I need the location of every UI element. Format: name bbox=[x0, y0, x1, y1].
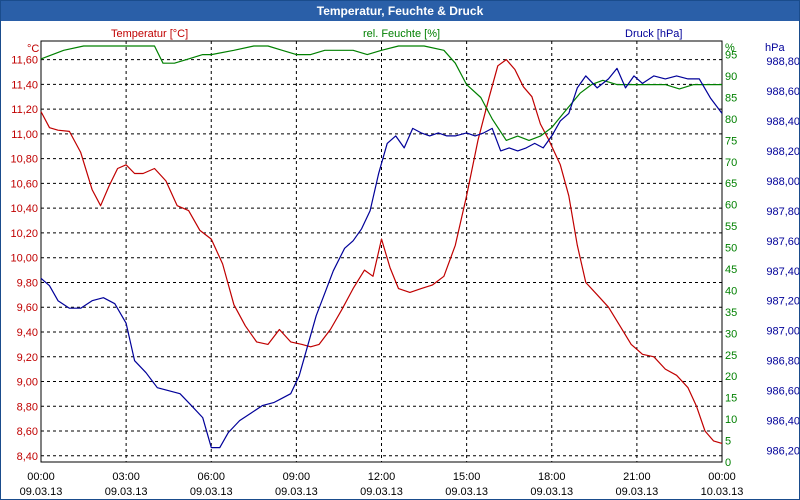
humidity-tick-label: 70 bbox=[725, 157, 737, 169]
temperature-tick-label: 11,20 bbox=[11, 104, 38, 116]
pressure-series-line bbox=[40, 67, 723, 449]
humidity-tick-label: 80 bbox=[725, 114, 737, 126]
humidity-tick-label: 85 bbox=[725, 92, 737, 104]
pressure-tick-label: 987,80 bbox=[766, 206, 799, 218]
humidity-tick-label: 35 bbox=[725, 307, 737, 319]
x-tick-date-label: 09.03.13 bbox=[190, 486, 233, 498]
pressure-tick-label: 988,40 bbox=[766, 116, 799, 128]
x-tick-date-label: 09.03.13 bbox=[105, 486, 148, 498]
pressure-tick-label: 988,20 bbox=[766, 146, 799, 158]
humidity-tick-label: 65 bbox=[725, 178, 737, 190]
temperature-tick-label: 10,40 bbox=[10, 203, 38, 215]
temperature-tick-label: 9,40 bbox=[17, 327, 38, 339]
temperature-tick-label: 9,20 bbox=[17, 352, 38, 364]
temperature-tick-label: 10,00 bbox=[10, 253, 38, 265]
temperature-tick-label: 8,80 bbox=[17, 401, 38, 413]
humidity-tick-label: 40 bbox=[725, 285, 737, 297]
x-tick-time-label: 03:00 bbox=[112, 471, 140, 483]
pressure-tick-label: 988,80 bbox=[766, 56, 799, 68]
pressure-tick-label: 987,60 bbox=[766, 236, 799, 248]
pressure-axis-title: Druck [hPa] bbox=[625, 28, 682, 40]
temperature-tick-label: 9,00 bbox=[17, 377, 38, 389]
temperature-tick-label: 9,60 bbox=[17, 302, 38, 314]
x-tick-time-label: 15:00 bbox=[453, 471, 481, 483]
x-tick-date-label: 09.03.13 bbox=[445, 486, 488, 498]
pressure-tick-label: 986,80 bbox=[766, 356, 799, 368]
humidity-tick-label: 60 bbox=[725, 200, 737, 212]
humidity-tick-label: 30 bbox=[725, 328, 737, 340]
x-tick-time-label: 21:00 bbox=[623, 471, 651, 483]
x-tick-date-label: 09.03.13 bbox=[275, 486, 318, 498]
window-title-bar: Temperatur, Feuchte & Druck bbox=[1, 1, 799, 21]
humidity-tick-label: 0 bbox=[725, 457, 731, 469]
humidity-axis-title: rel. Feuchte [%] bbox=[363, 28, 440, 40]
temperature-tick-label: 11,60 bbox=[11, 55, 38, 67]
x-tick-time-label: 09:00 bbox=[283, 471, 311, 483]
humidity-tick-label: 55 bbox=[725, 221, 737, 233]
x-tick-date-label: 10.03.13 bbox=[701, 486, 744, 498]
humidity-tick-label: 15 bbox=[725, 393, 737, 405]
x-tick-date-label: 09.03.13 bbox=[20, 486, 63, 498]
x-tick-time-label: 18:00 bbox=[538, 471, 566, 483]
x-tick-time-label: 00:00 bbox=[708, 471, 736, 483]
pressure-unit-label: hPa bbox=[765, 42, 785, 54]
temperature-tick-label: 10,80 bbox=[10, 154, 38, 166]
temperature-tick-label: 11,40 bbox=[11, 79, 38, 91]
humidity-tick-label: 20 bbox=[725, 371, 737, 383]
x-tick-date-label: 09.03.13 bbox=[530, 486, 573, 498]
pressure-tick-label: 988,00 bbox=[766, 176, 799, 188]
humidity-unit-label: % bbox=[725, 42, 735, 54]
temperature-series-line bbox=[40, 59, 723, 444]
x-tick-time-label: 06:00 bbox=[197, 471, 225, 483]
humidity-tick-label: 10 bbox=[725, 414, 737, 426]
temperature-tick-label: 10,60 bbox=[10, 178, 38, 190]
temperature-tick-label: 9,80 bbox=[17, 277, 38, 289]
x-tick-date-label: 09.03.13 bbox=[615, 486, 658, 498]
plot-frame bbox=[40, 40, 723, 463]
temperature-tick-label: 10,20 bbox=[10, 228, 38, 240]
humidity-tick-label: 5 bbox=[725, 436, 731, 448]
temperature-tick-label: 8,40 bbox=[17, 451, 38, 463]
pressure-tick-label: 986,60 bbox=[766, 386, 799, 398]
pressure-tick-label: 987,20 bbox=[766, 296, 799, 308]
pressure-tick-label: 987,00 bbox=[766, 326, 799, 338]
humidity-series-line bbox=[40, 45, 722, 141]
humidity-tick-label: 75 bbox=[725, 135, 737, 147]
pressure-tick-label: 986,40 bbox=[766, 416, 799, 428]
humidity-tick-label: 25 bbox=[725, 350, 737, 362]
temperature-axis-title: Temperatur [°C] bbox=[111, 28, 188, 40]
pressure-tick-label: 986,20 bbox=[766, 446, 799, 458]
humidity-tick-label: 95 bbox=[725, 50, 737, 62]
x-tick-date-label: 09.03.13 bbox=[360, 486, 403, 498]
temperature-unit-label: °C bbox=[27, 43, 39, 55]
x-tick-time-label: 00:00 bbox=[27, 471, 55, 483]
x-tick-time-label: 12:00 bbox=[368, 471, 396, 483]
window-title: Temperatur, Feuchte & Druck bbox=[316, 4, 484, 18]
humidity-tick-label: 45 bbox=[725, 264, 737, 276]
pressure-tick-label: 988,60 bbox=[766, 86, 799, 98]
humidity-tick-label: 90 bbox=[725, 71, 737, 83]
pressure-tick-label: 987,40 bbox=[766, 266, 799, 278]
humidity-tick-label: 50 bbox=[725, 243, 737, 255]
temperature-tick-label: 11,00 bbox=[11, 129, 38, 141]
temperature-tick-label: 8,60 bbox=[17, 426, 38, 438]
